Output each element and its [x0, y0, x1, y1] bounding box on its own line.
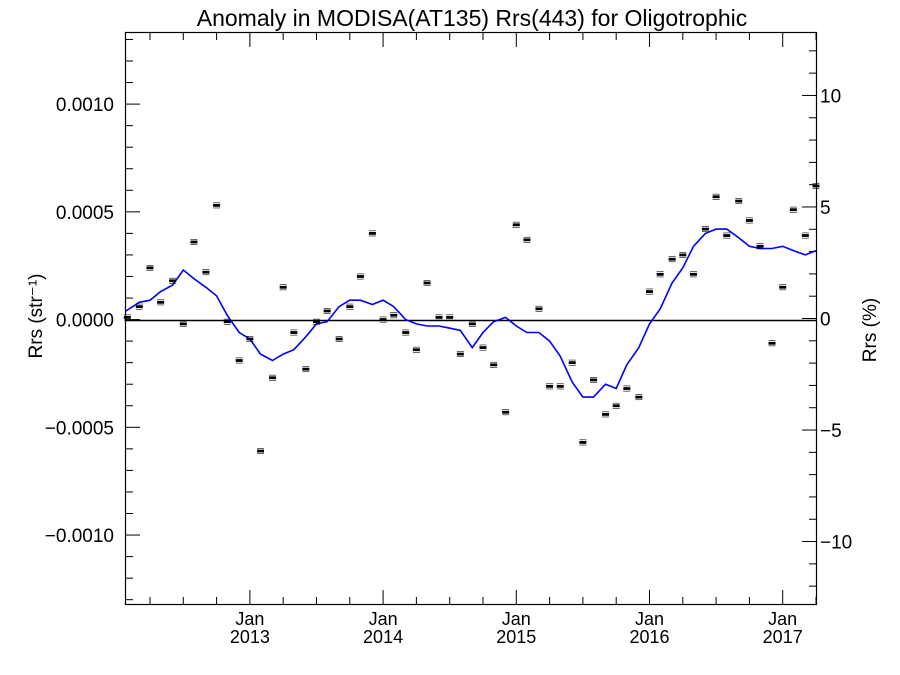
right-tick-label: −5	[820, 421, 842, 442]
anomaly-point-series	[123, 183, 820, 454]
data-point	[512, 221, 520, 228]
data-point	[235, 357, 243, 364]
data-point	[323, 308, 331, 314]
data-point	[446, 314, 454, 321]
x-tick-month-label: Jan	[235, 609, 264, 629]
data-point	[279, 284, 287, 291]
right-tick-label: 0	[820, 310, 831, 331]
data-point	[135, 303, 143, 310]
right-axis-label: Rrs (%)	[860, 298, 881, 362]
data-point	[223, 318, 231, 325]
data-point	[157, 299, 165, 306]
data-point	[523, 236, 531, 243]
data-point	[456, 351, 464, 357]
x-tick-month-label: Jan	[369, 609, 398, 629]
data-point	[412, 346, 420, 353]
series-line	[125, 228, 817, 398]
data-point	[723, 232, 731, 239]
left-axis-label: Rrs (str⁻¹)	[26, 274, 47, 359]
data-point	[602, 411, 610, 418]
data-point	[423, 280, 431, 286]
data-point	[612, 402, 620, 409]
x-tick-year-label: 2015	[496, 627, 536, 647]
data-point	[346, 303, 354, 310]
data-point	[302, 366, 310, 373]
left-tick-label: 0.0005	[56, 203, 114, 224]
data-point	[502, 409, 510, 416]
data-point	[556, 383, 564, 390]
data-point	[812, 183, 820, 189]
data-point	[390, 312, 398, 319]
data-point	[146, 264, 154, 271]
data-point	[335, 336, 343, 342]
data-point	[246, 336, 254, 342]
data-point	[468, 320, 476, 327]
right-tick-label: 5	[820, 198, 831, 219]
data-point	[435, 314, 443, 321]
x-tick-year-label: 2016	[629, 627, 669, 647]
anomaly-line-series	[125, 228, 817, 398]
data-point	[779, 284, 787, 291]
left-y-axis: 0.0010 0.0005 0.0000 −0.0005 −0.0010	[45, 38, 140, 601]
right-y-axis: 10 5 0 −5 −10	[802, 50, 852, 587]
data-point	[768, 340, 776, 347]
data-point	[312, 318, 320, 325]
data-point	[379, 316, 387, 323]
data-point	[402, 329, 410, 336]
data-point	[701, 226, 709, 232]
data-point	[356, 273, 364, 280]
data-point	[169, 277, 177, 284]
x-tick-year-label: 2013	[230, 627, 270, 647]
data-point	[668, 256, 676, 263]
data-point	[689, 271, 697, 278]
x-tick-year-label: 2014	[363, 627, 403, 647]
data-point	[213, 202, 221, 209]
left-tick-label: −0.0010	[45, 526, 114, 547]
left-tick-label: 0.0010	[56, 95, 114, 116]
data-point	[568, 359, 576, 366]
data-point	[745, 217, 753, 224]
x-tick-year-label: 2017	[763, 627, 803, 647]
data-point	[290, 329, 298, 336]
data-point	[179, 320, 187, 327]
data-point	[635, 394, 643, 401]
left-tick-label: −0.0005	[45, 418, 114, 439]
data-point	[656, 271, 664, 278]
data-point	[579, 439, 587, 446]
left-tick-label: 0.0000	[56, 311, 114, 332]
data-point	[679, 252, 687, 258]
data-point	[269, 374, 277, 381]
data-point	[202, 269, 210, 276]
x-tick-month-label: Jan	[768, 609, 797, 629]
data-point	[590, 377, 598, 383]
right-tick-label: 10	[820, 86, 841, 107]
data-point	[756, 243, 764, 250]
data-point	[535, 305, 543, 312]
x-tick-month-label: Jan	[502, 609, 531, 629]
data-point	[801, 232, 809, 239]
right-tick-label: −10	[820, 533, 852, 554]
data-point	[490, 361, 498, 368]
data-point	[789, 206, 797, 213]
data-point	[479, 344, 487, 351]
data-point	[735, 198, 743, 204]
chart-title: Anomaly in MODISA(AT135) Rrs(443) for Ol…	[197, 5, 747, 31]
x-tick-month-label: Jan	[635, 609, 664, 629]
data-point	[712, 193, 720, 200]
data-point	[257, 448, 265, 454]
data-point	[123, 314, 131, 321]
data-point	[623, 385, 631, 392]
data-point	[645, 288, 653, 295]
data-point	[546, 383, 554, 390]
data-point	[368, 230, 376, 237]
data-point	[190, 239, 198, 245]
